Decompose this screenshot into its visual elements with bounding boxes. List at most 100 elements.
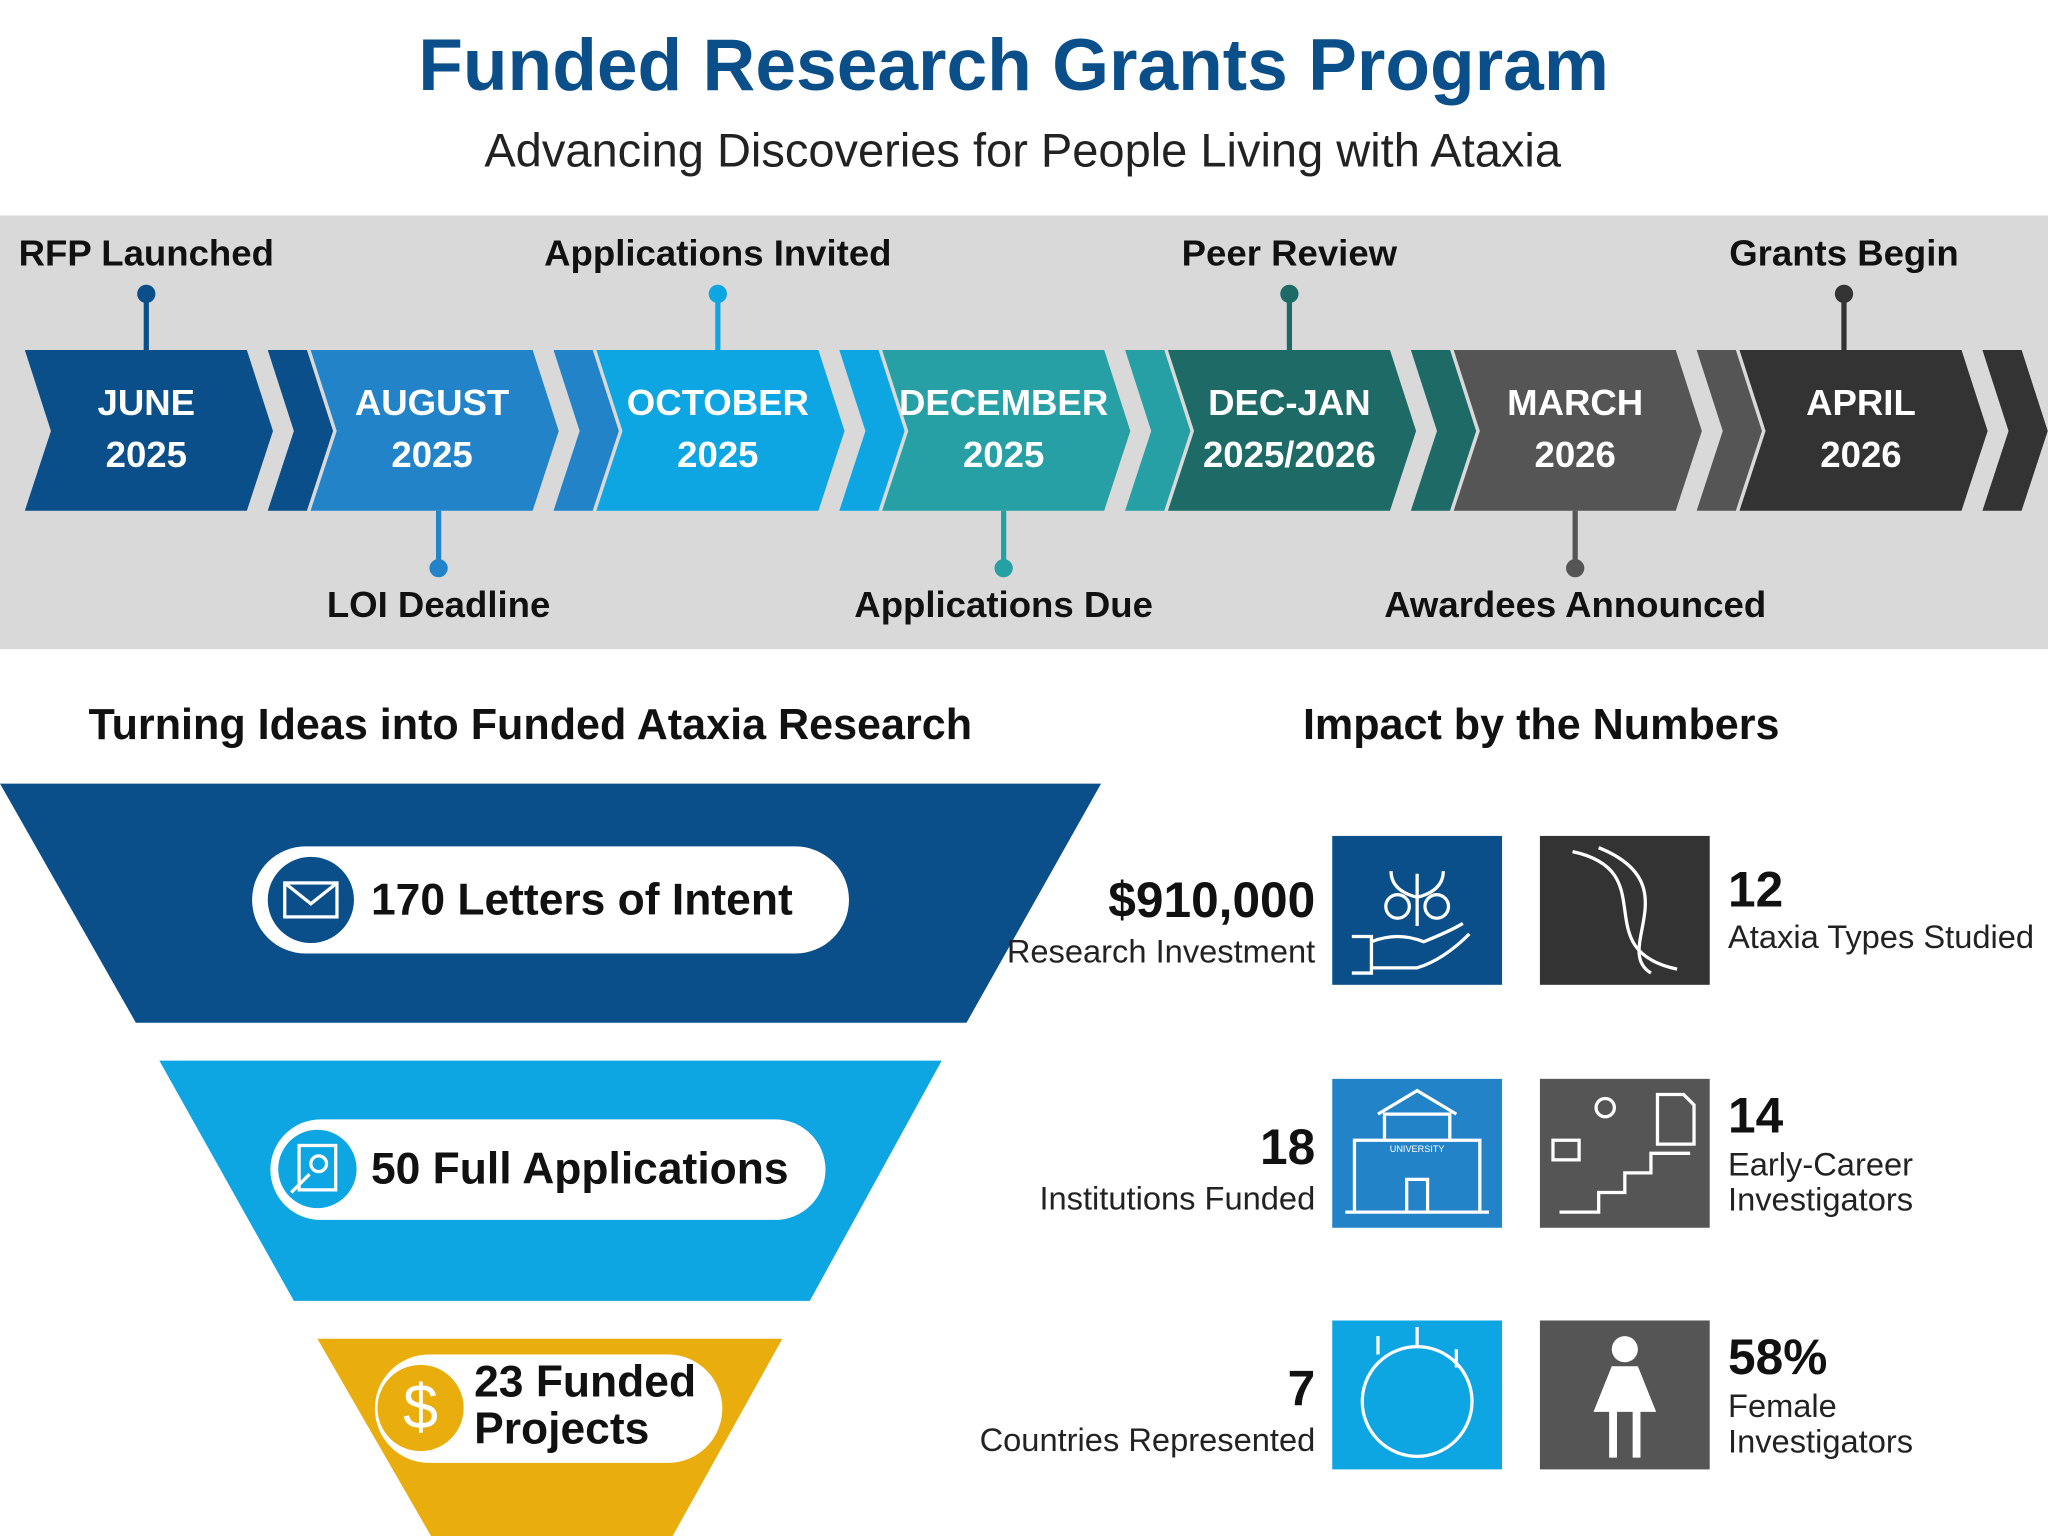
document-icon xyxy=(309,1154,329,1174)
woman-head xyxy=(1611,1336,1638,1363)
timeline-date-line: DEC-JAN xyxy=(1208,382,1371,423)
timeline-date: JUNE 2025 xyxy=(98,382,196,475)
impact-title: Impact by the Numbers xyxy=(1303,701,1780,749)
connector-dot xyxy=(994,559,1013,578)
impact-label: Institutions Funded xyxy=(1039,1179,1315,1216)
milestone-label: RFP Launched xyxy=(19,233,274,274)
stage-label-line: 170 Letters of Intent xyxy=(371,875,793,924)
impact-value: 7 xyxy=(1288,1360,1316,1416)
timeline-date-line: 2025 xyxy=(677,434,758,475)
impact-value: 58% xyxy=(1728,1329,1827,1385)
coin-icon xyxy=(1384,893,1411,920)
impact-label: Ataxia Types Studied xyxy=(1728,918,2034,955)
milestone-label: Peer Review xyxy=(1182,233,1398,274)
impact-label-line: Countries Represented xyxy=(980,1421,1316,1458)
stage-icon-bg xyxy=(278,1129,357,1209)
connector-dot xyxy=(708,284,727,304)
timeline-date: DEC-JAN 2025/2026 xyxy=(1203,382,1376,475)
timeline-chevron xyxy=(24,350,273,511)
timeline-chevron xyxy=(310,350,559,511)
document-icon xyxy=(297,1143,338,1192)
stage-label: 170 Letters of Intent xyxy=(371,875,793,924)
envelope-icon xyxy=(283,881,339,919)
impact-label-line: Institutions Funded xyxy=(1039,1179,1315,1216)
stage-label: 23 Funded Projects xyxy=(474,1357,696,1453)
impact-label-line: Female xyxy=(1728,1387,1837,1424)
stage-label: 50 Full Applications xyxy=(371,1144,789,1193)
impact-label: Research Investment xyxy=(1007,932,1315,969)
milestone-label: Applications Invited xyxy=(544,233,891,274)
timeline-date-line: APRIL xyxy=(1806,382,1916,423)
timeline-date-line: DECEMBER xyxy=(899,382,1108,423)
stage-pill xyxy=(270,1119,826,1220)
milestone-label: Awardees Announced xyxy=(1384,584,1766,625)
icon-label: UNIVERSITY xyxy=(1390,1144,1445,1154)
timeline-date-line: 2025 xyxy=(391,434,472,475)
timeline-date-line: 2025 xyxy=(106,434,187,475)
impact-label-line: Investigators xyxy=(1728,1422,1913,1459)
timeline-chevron-small xyxy=(1410,350,1477,511)
impact-value: $910,000 xyxy=(1108,872,1315,928)
connector-dot xyxy=(137,284,156,304)
dollar-icon: $ xyxy=(403,1372,438,1442)
connector-dot xyxy=(1566,559,1585,578)
pin-icon xyxy=(1376,1327,1458,1368)
timeline-chevron-small xyxy=(1125,350,1191,511)
milestone-label: LOI Deadline xyxy=(327,584,550,625)
hand-plant-icon xyxy=(1351,871,1471,975)
impact-value: 18 xyxy=(1260,1119,1315,1175)
impact-label: Countries Represented xyxy=(980,1421,1316,1458)
timeline-chevron-small xyxy=(1982,350,2048,511)
dna-icon xyxy=(1572,846,1678,975)
timeline-chevron xyxy=(1739,350,1988,511)
impact-label-line: Ataxia Types Studied xyxy=(1728,918,2034,955)
globe-icon xyxy=(1360,1344,1474,1458)
impact-value: 12 xyxy=(1728,861,1783,917)
timeline-date-line: 2025 xyxy=(963,434,1044,475)
connector-dot xyxy=(429,559,448,578)
impact-label-line: Research Investment xyxy=(1007,932,1315,969)
funnel-title: Turning Ideas into Funded Ataxia Researc… xyxy=(88,701,972,749)
stage-label-line: 23 Funded xyxy=(474,1357,696,1406)
stairs-icon xyxy=(1559,1092,1696,1214)
timeline-date: OCTOBER 2025 xyxy=(627,382,809,475)
timeline-date-line: MARCH xyxy=(1507,382,1643,423)
building-icon xyxy=(1345,1088,1489,1214)
timeline-chevron-small xyxy=(839,350,905,511)
stage-label-line: Projects xyxy=(474,1404,649,1453)
stage-icon-bg xyxy=(377,1364,464,1452)
impact-tile xyxy=(1332,1078,1503,1228)
timeline-chevron xyxy=(1453,350,1702,511)
timeline-date: AUGUST 2025 xyxy=(355,382,509,475)
stage-icon-bg xyxy=(267,856,354,944)
stage-pill xyxy=(252,846,849,954)
timeline-chevron-small xyxy=(267,350,334,511)
impact-label-line: Investigators xyxy=(1728,1180,1913,1217)
stage-label-line: 50 Full Applications xyxy=(371,1144,789,1193)
impact-value: 14 xyxy=(1728,1087,1784,1143)
milestone-label: Applications Due xyxy=(854,584,1153,625)
impact-label: Early-Career Investigators xyxy=(1728,1145,1913,1217)
coin-icon xyxy=(1423,893,1451,920)
subtitle: Advancing Discoveries for People Living … xyxy=(484,124,1562,177)
title: Funded Research Grants Program xyxy=(418,25,1609,106)
stage-pill xyxy=(374,1354,723,1463)
timeline-chevron xyxy=(596,350,845,511)
briefcase-icon xyxy=(1551,1138,1581,1162)
impact-label: Female Investigators xyxy=(1728,1387,1913,1459)
timeline-date: MARCH 2026 xyxy=(1507,382,1643,475)
milestone-label: Grants Begin xyxy=(1729,233,1959,274)
timeline-date-line: OCTOBER xyxy=(627,382,809,423)
connector-dot xyxy=(1280,284,1299,304)
timeline-chevron-small xyxy=(553,350,619,511)
timeline-chevron xyxy=(1167,350,1417,511)
timeline-date-line: 2026 xyxy=(1535,434,1616,475)
document-icon xyxy=(290,1173,311,1194)
timeline-chevron xyxy=(882,350,1131,511)
connector-dot xyxy=(1834,284,1854,304)
timeline-date: DECEMBER 2025 xyxy=(899,382,1108,475)
envelope-icon xyxy=(283,881,338,906)
impact-label-line: Early-Career xyxy=(1728,1145,1913,1182)
timeline-date-line: 2025/2026 xyxy=(1203,434,1376,475)
